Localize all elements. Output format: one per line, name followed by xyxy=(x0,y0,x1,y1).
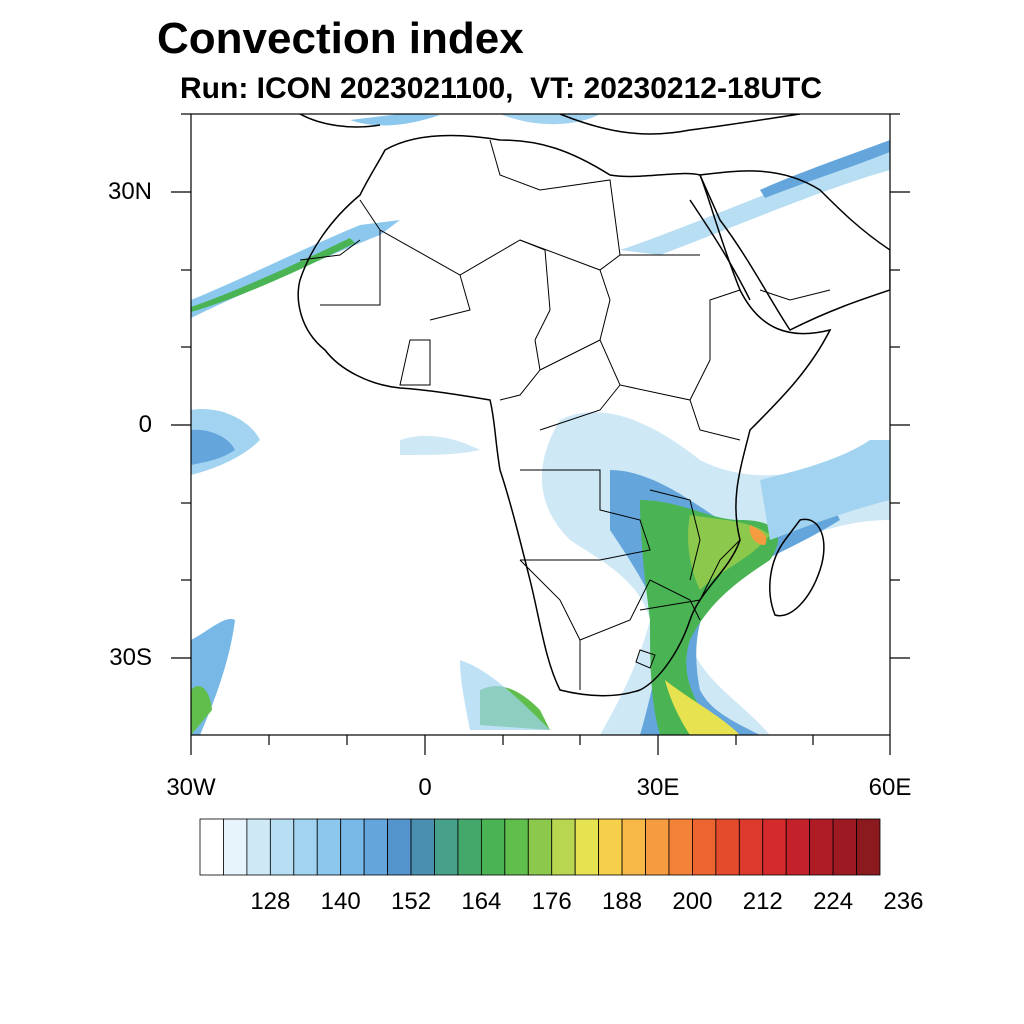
colorbar-swatch xyxy=(785,818,811,876)
convection-field xyxy=(191,114,890,735)
colorbar-swatch xyxy=(621,818,646,876)
colorbar-swatch xyxy=(809,818,834,876)
colorbar-tick-label: 200 xyxy=(672,888,713,915)
colorbar-swatch xyxy=(832,818,857,876)
colorbar-swatch xyxy=(199,818,224,876)
lat-label-30s: 30S xyxy=(109,644,152,671)
colorbar-swatch xyxy=(223,818,248,876)
lon-label-60e: 60E xyxy=(868,774,912,801)
convection-band-middle-east xyxy=(620,145,890,255)
colorbar-swatch xyxy=(645,818,670,876)
colorbar-swatch xyxy=(692,818,717,876)
axis-ticks xyxy=(171,113,910,755)
colorbar-swatch xyxy=(527,818,553,876)
colorbar-swatch xyxy=(598,818,623,876)
europe-coastline xyxy=(299,114,801,135)
colorbar-tick-label: 176 xyxy=(531,888,572,915)
red-sea xyxy=(689,199,751,301)
colorbar-swatch xyxy=(387,818,412,876)
lat-label-0: 0 xyxy=(138,411,152,438)
colorbar-swatch xyxy=(340,818,365,876)
colorbar-tick-label: 140 xyxy=(320,888,361,915)
colorbar-swatch xyxy=(574,818,600,876)
lon-label-0: 0 xyxy=(418,774,432,801)
colorbar-swatch xyxy=(316,818,342,876)
madagascar-coastline xyxy=(769,518,825,617)
colorbar-tick-label: 152 xyxy=(391,888,432,915)
colorbar-swatch xyxy=(715,818,740,876)
colorbar-tick-label: 188 xyxy=(602,888,643,915)
colorbar-swatch xyxy=(246,818,271,876)
colorbar-tick-label: 128 xyxy=(250,888,291,915)
colorbar-tick-label: 164 xyxy=(461,888,502,915)
colorbar-tick-label: 224 xyxy=(813,888,854,915)
colorbar-swatch xyxy=(762,818,787,876)
colorbar-tick-label: 212 xyxy=(742,888,783,915)
colorbar-swatch xyxy=(856,818,881,876)
colorbar-swatch xyxy=(434,818,459,876)
lat-label-30n: 30N xyxy=(107,178,152,205)
colorbar-tick-label: 236 xyxy=(883,888,924,915)
colorbar-swatch xyxy=(480,818,506,876)
colorbar-swatch xyxy=(738,818,764,876)
colorbar-swatch xyxy=(668,818,693,876)
map-title: Convection index xyxy=(157,14,524,63)
colorbar-swatch xyxy=(410,818,435,876)
colorbar-swatch xyxy=(293,818,318,876)
colorbar-swatch xyxy=(504,818,529,876)
lon-label-30e: 30E xyxy=(636,774,680,801)
colorbar-swatch xyxy=(457,818,482,876)
colorbar-swatch xyxy=(363,818,388,876)
colorbar-swatch xyxy=(269,818,295,876)
map-subtitle: Run: ICON 2023021100, VT: 20230212-18UTC xyxy=(180,72,822,105)
colorbar-swatch xyxy=(551,818,576,876)
country-borders xyxy=(299,139,831,690)
lon-label-30w: 30W xyxy=(166,774,216,801)
